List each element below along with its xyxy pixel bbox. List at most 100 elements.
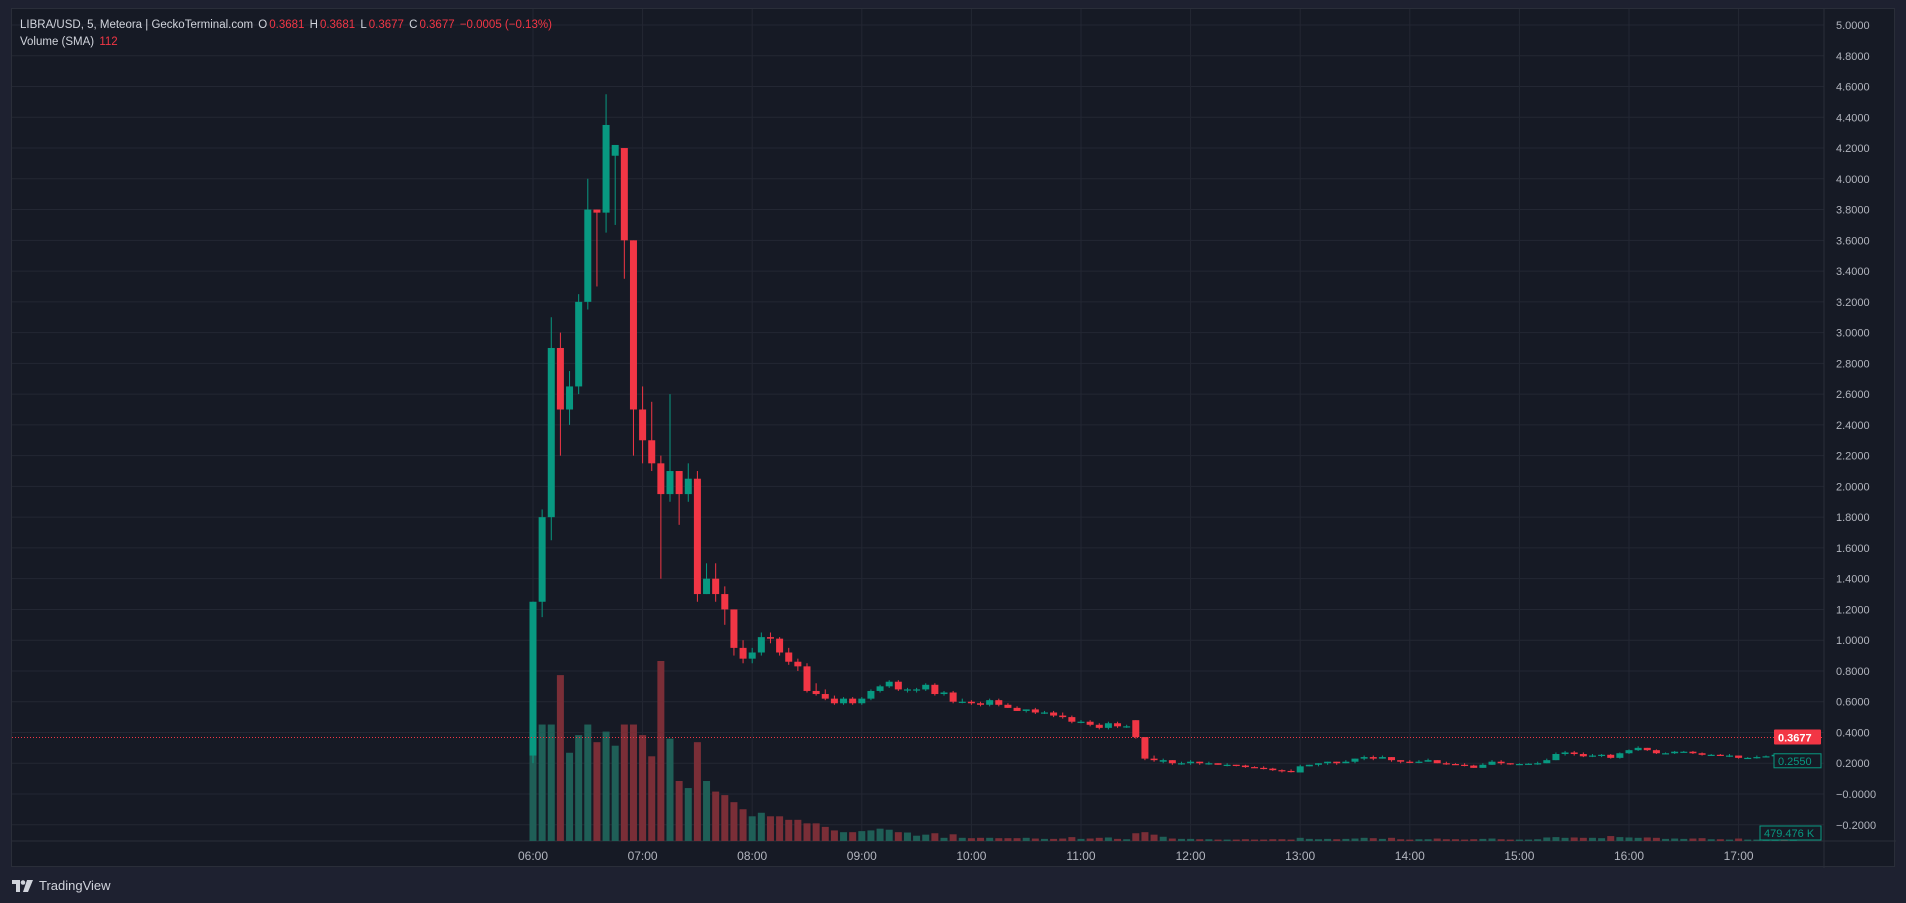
volume-bar [1269,839,1277,841]
candle-body [1159,760,1167,762]
volume-bar [1123,839,1131,841]
price-tick-label: −0.2000 [1836,820,1876,832]
volume-bar [1451,839,1459,841]
candle-body [1360,757,1368,759]
candle-body [1351,758,1359,762]
candle-body [547,347,555,518]
time-tick-label: 10:00 [956,849,986,863]
candle-body [903,689,911,691]
volume-bar [1260,839,1268,841]
volume-bar [1388,837,1396,841]
volume-bar [1607,836,1615,841]
volume-bar [1689,838,1697,841]
open-label: O [258,19,268,31]
candle-body [803,666,811,691]
candle-body [1689,751,1697,754]
volume-bar [1552,837,1560,841]
symbol-title[interactable]: LIBRA/USD, 5, Meteora | GeckoTerminal.co… [20,19,254,31]
candle-body [949,692,957,702]
last-price-badge [1774,729,1821,745]
volume-legend: Volume (SMA) 112 [20,34,554,51]
volume-bar [958,837,966,841]
volume-bar [1652,837,1660,841]
candle-body [1406,761,1414,763]
candle-body [1570,752,1578,755]
candle-body [1040,712,1048,714]
volume-bar [712,791,720,841]
candle-body [1543,760,1551,764]
candle-body [1716,754,1724,756]
candle-body [1068,717,1076,722]
candle-body [1241,765,1249,768]
candle-body [1753,757,1761,759]
volume-bar [849,832,857,841]
candle-body [611,144,619,156]
volume-bar [949,834,957,841]
volume-bar [1643,837,1651,841]
volume-bar [1196,839,1204,841]
price-tick-label: 5.0000 [1836,20,1870,32]
candle-body [1214,763,1222,765]
candle-body [894,681,902,690]
candle-body [1013,707,1021,711]
volume-bar [1616,837,1624,841]
volume-bar [629,724,637,841]
candle-body [712,578,720,595]
volume-bar [1588,837,1596,841]
candle-body [620,148,628,241]
volume-bar [1479,838,1487,841]
price-tick-label: 2.8000 [1836,358,1870,370]
volume-bar [794,819,802,841]
volume-bar [657,661,665,841]
price-tick-label: 4.2000 [1836,143,1870,155]
candle-body [830,698,838,704]
candle-body [1497,761,1505,764]
candlestick-chart[interactable]: 0.3677 0.2550 479.476 K 5.0000 4.8000 4.6000… [12,9,1896,868]
volume-bar [556,675,564,841]
volume-bar [894,832,902,841]
tradingview-logo[interactable]: TradingView [12,878,111,893]
volume-bar [1104,837,1112,841]
candle-body [1123,726,1131,728]
volume-bar [776,816,784,841]
candle-body [1314,763,1322,765]
volume-bar [1342,838,1350,841]
candle-body [821,694,829,699]
candle-body [1506,763,1514,765]
candle-body [840,698,848,704]
price-tick-label: 0.2000 [1836,758,1870,770]
candle-body [703,578,711,595]
volume-bar [1634,837,1642,841]
volume-bar [840,832,848,841]
volume-bar [858,831,866,841]
volume-bar [593,742,601,841]
time-tick-label: 12:00 [1176,849,1206,863]
volume-bar [1735,838,1743,841]
volume-bar [1433,838,1441,841]
candle-body [1269,768,1277,771]
candle-body [757,637,765,653]
candle-body [1378,757,1386,759]
candle-body [593,209,601,213]
volume-bar [876,828,884,841]
candle-body [1488,761,1496,765]
time-tick-label: 14:00 [1395,849,1425,863]
candle-body [1031,709,1039,713]
volume-bar [1068,837,1076,841]
candle-body [1652,750,1660,754]
candle-body [1397,760,1405,762]
volume-bar [1716,839,1724,841]
candle-body [1479,764,1487,768]
volume-bar [1744,839,1752,841]
volume-bar [575,735,583,841]
candle-body [958,701,966,703]
candle-body [995,700,1003,705]
candle-body [1433,760,1441,764]
price-axis[interactable]: 5.0000 4.8000 4.6000 4.4000 4.2000 4.0000 3.80… [1836,20,1876,832]
volume-bar [648,756,656,841]
time-axis[interactable]: 06:00 07:00 08:00 09:00 10:00 11:00 12:00 13:00… [518,849,1754,863]
grid [12,9,1896,868]
volume-indicator-label[interactable]: Volume (SMA) [20,36,95,48]
candle-body [584,209,592,302]
close-value: 0.3677 [419,19,455,31]
